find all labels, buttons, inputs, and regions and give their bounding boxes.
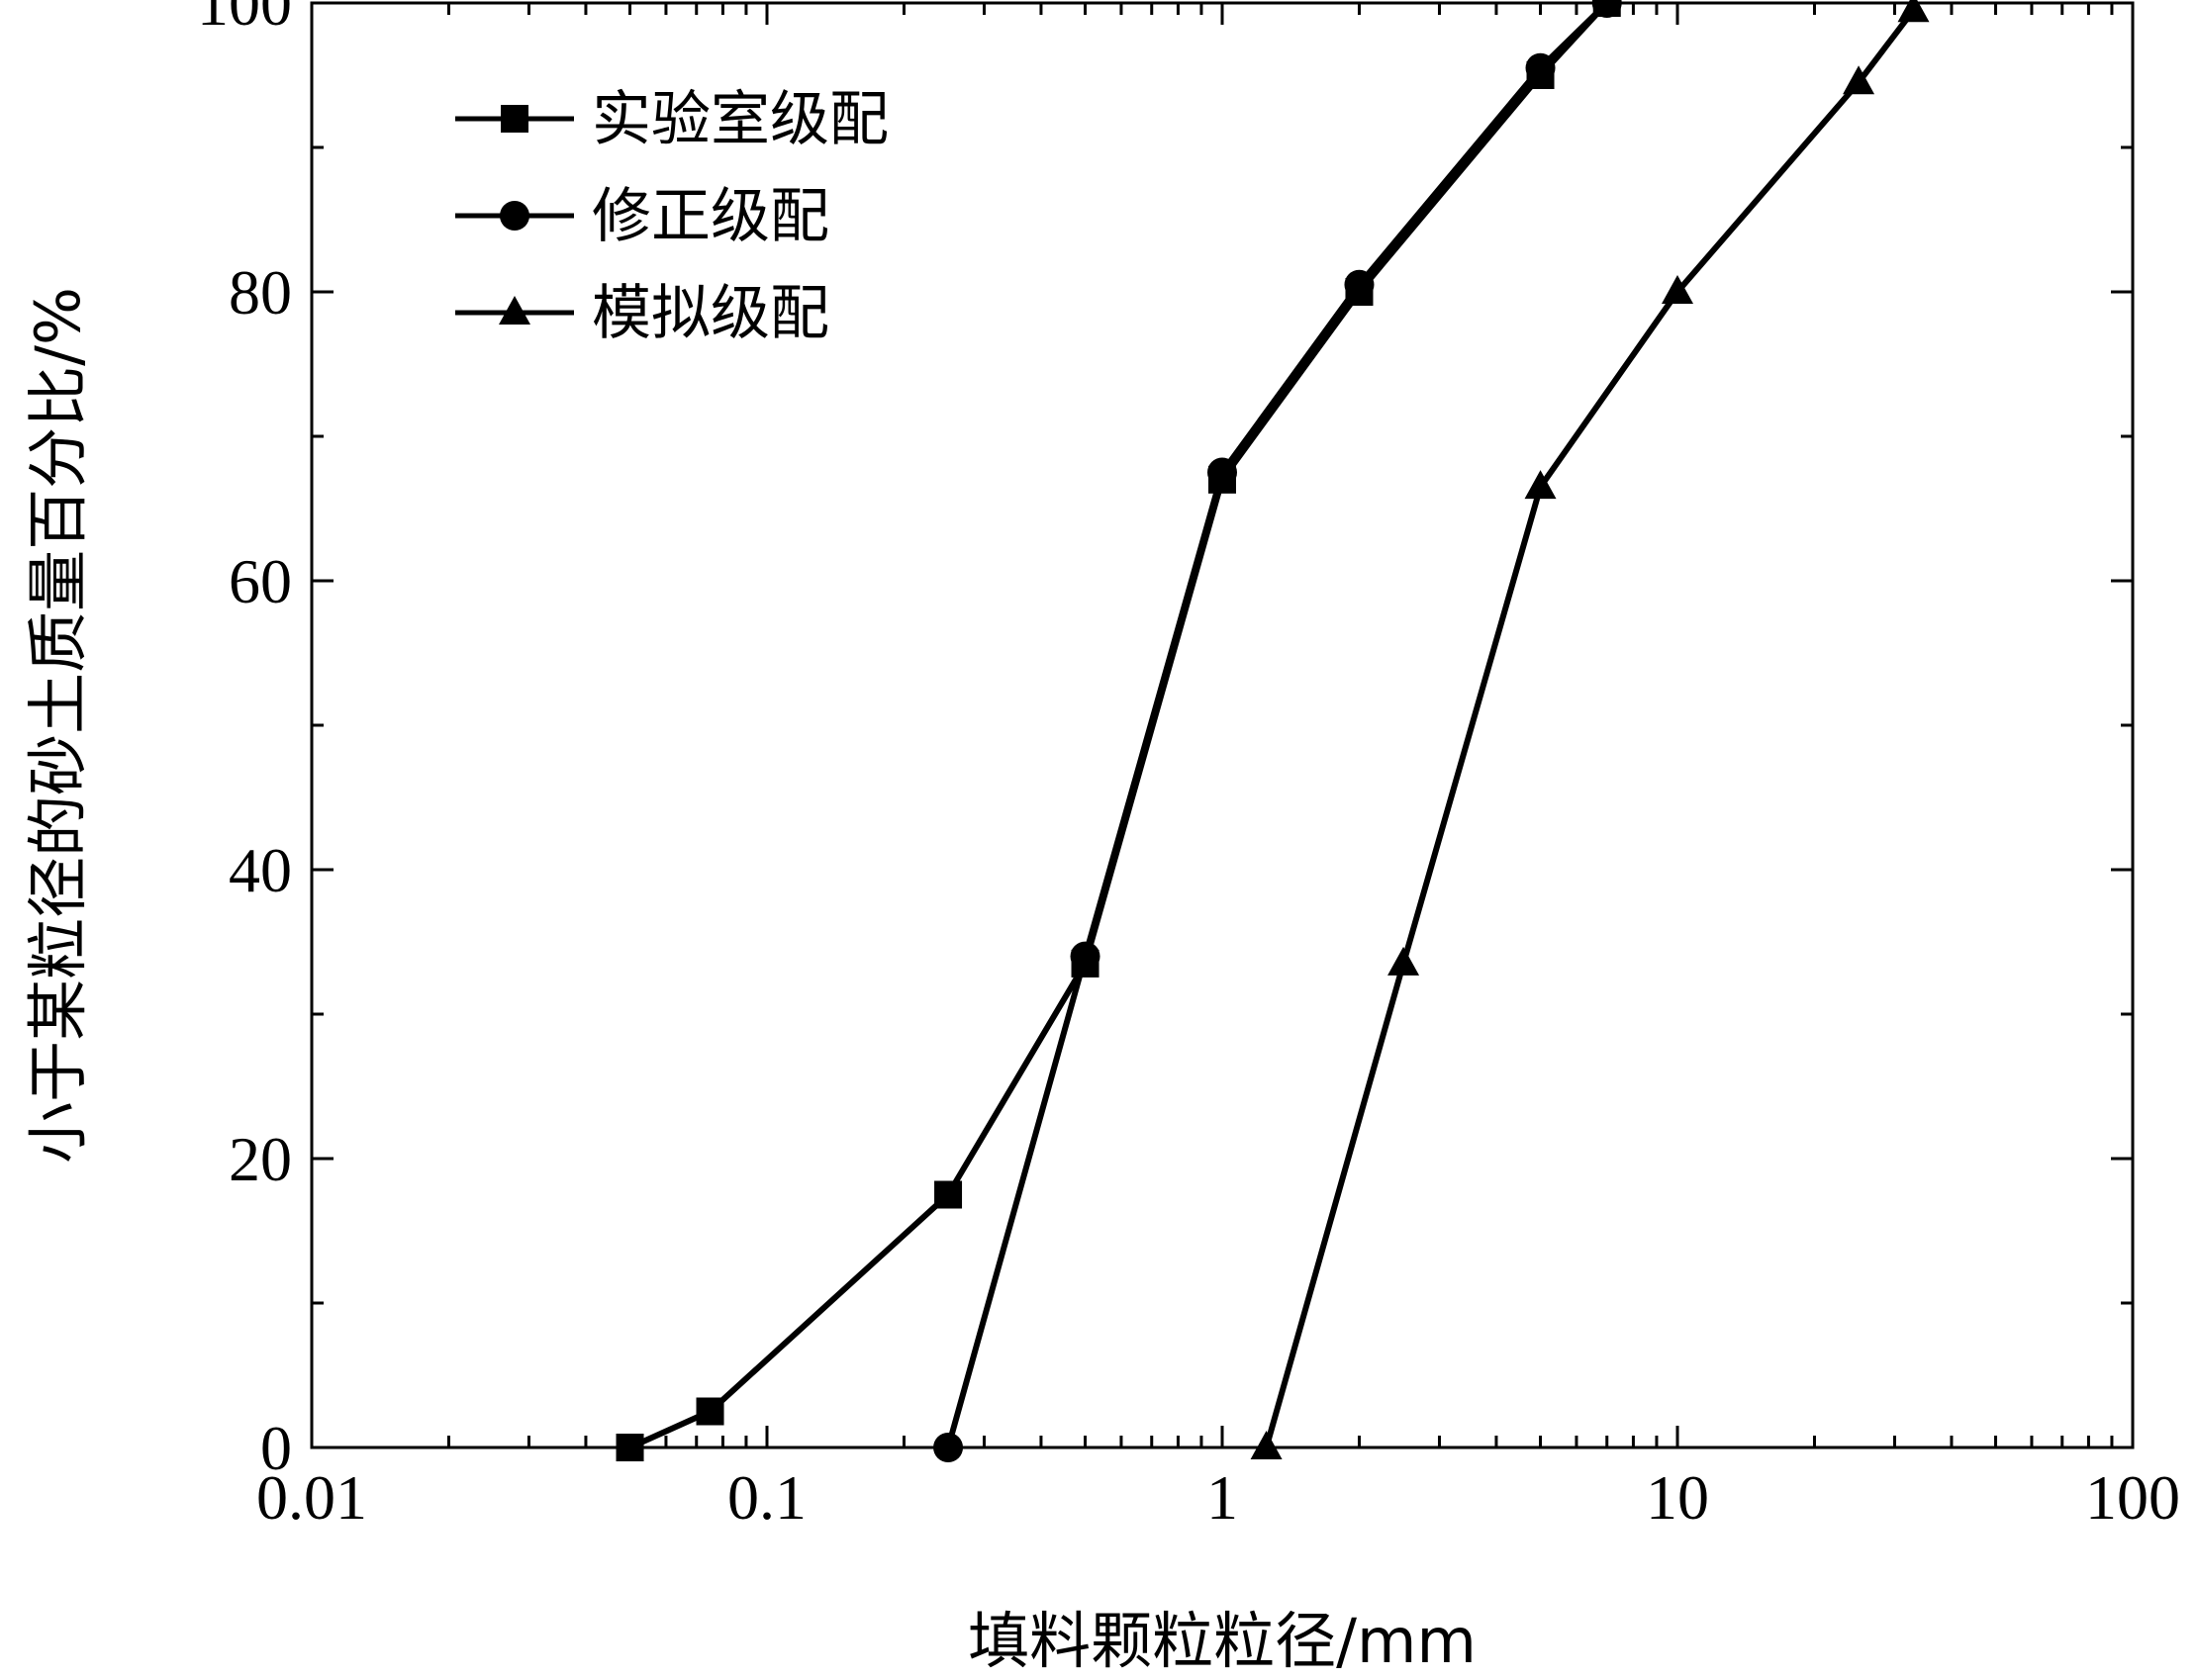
- data-point-square: [696, 1397, 724, 1426]
- data-point-circle: [1070, 941, 1100, 972]
- axis-tick-labels: 0.01 0.1 1 10 100 0 20 40 60 80 100: [197, 0, 2180, 1533]
- y-tick-label: 20: [229, 1124, 292, 1194]
- x-tick-label: 100: [2085, 1462, 2180, 1533]
- series-line-circle: [945, 0, 1610, 1450]
- data-point-triangle: [1662, 275, 1693, 304]
- x-tick-label: 0.01: [256, 1462, 367, 1533]
- data-point-triangle: [1843, 65, 1875, 95]
- data-point-triangle: [1387, 946, 1420, 976]
- data-point-circle: [1344, 269, 1375, 300]
- y-axis-label: 小于某粒径的砂土质量百分比/%: [22, 287, 94, 1164]
- series-line-triangle: [1263, 7, 1917, 1450]
- x-tick-label: 0.1: [727, 1462, 807, 1533]
- y-tick-label: 100: [197, 0, 292, 39]
- y-tick-label: 80: [229, 257, 292, 327]
- y-tick-label: 40: [229, 835, 292, 905]
- data-point-triangle: [1250, 1431, 1283, 1459]
- legend-label: 模拟级配: [592, 279, 829, 348]
- legend-label: 实验室级配: [592, 85, 889, 154]
- data-point-triangle: [1897, 0, 1930, 23]
- legend-label: 修正级配: [592, 182, 829, 251]
- data-point-triangle: [1524, 470, 1557, 500]
- legend-marker-triangle: [499, 296, 530, 325]
- series-lines: [626, 0, 1917, 1450]
- y-tick-label: 60: [229, 546, 292, 616]
- legend-marker-square: [501, 105, 528, 133]
- x-tick-label: 10: [1646, 1462, 1709, 1533]
- x-axis-label: 填料颗粒粒径/mm: [968, 1605, 1477, 1677]
- legend-marker-circle: [500, 201, 529, 231]
- data-point-circle: [1525, 52, 1556, 83]
- x-tick-label: 1: [1206, 1462, 1238, 1533]
- y-tick-label: 0: [260, 1413, 292, 1483]
- data-point-circle: [1207, 457, 1237, 488]
- data-point-square: [934, 1180, 963, 1209]
- plot-frame: [310, 1, 2135, 1449]
